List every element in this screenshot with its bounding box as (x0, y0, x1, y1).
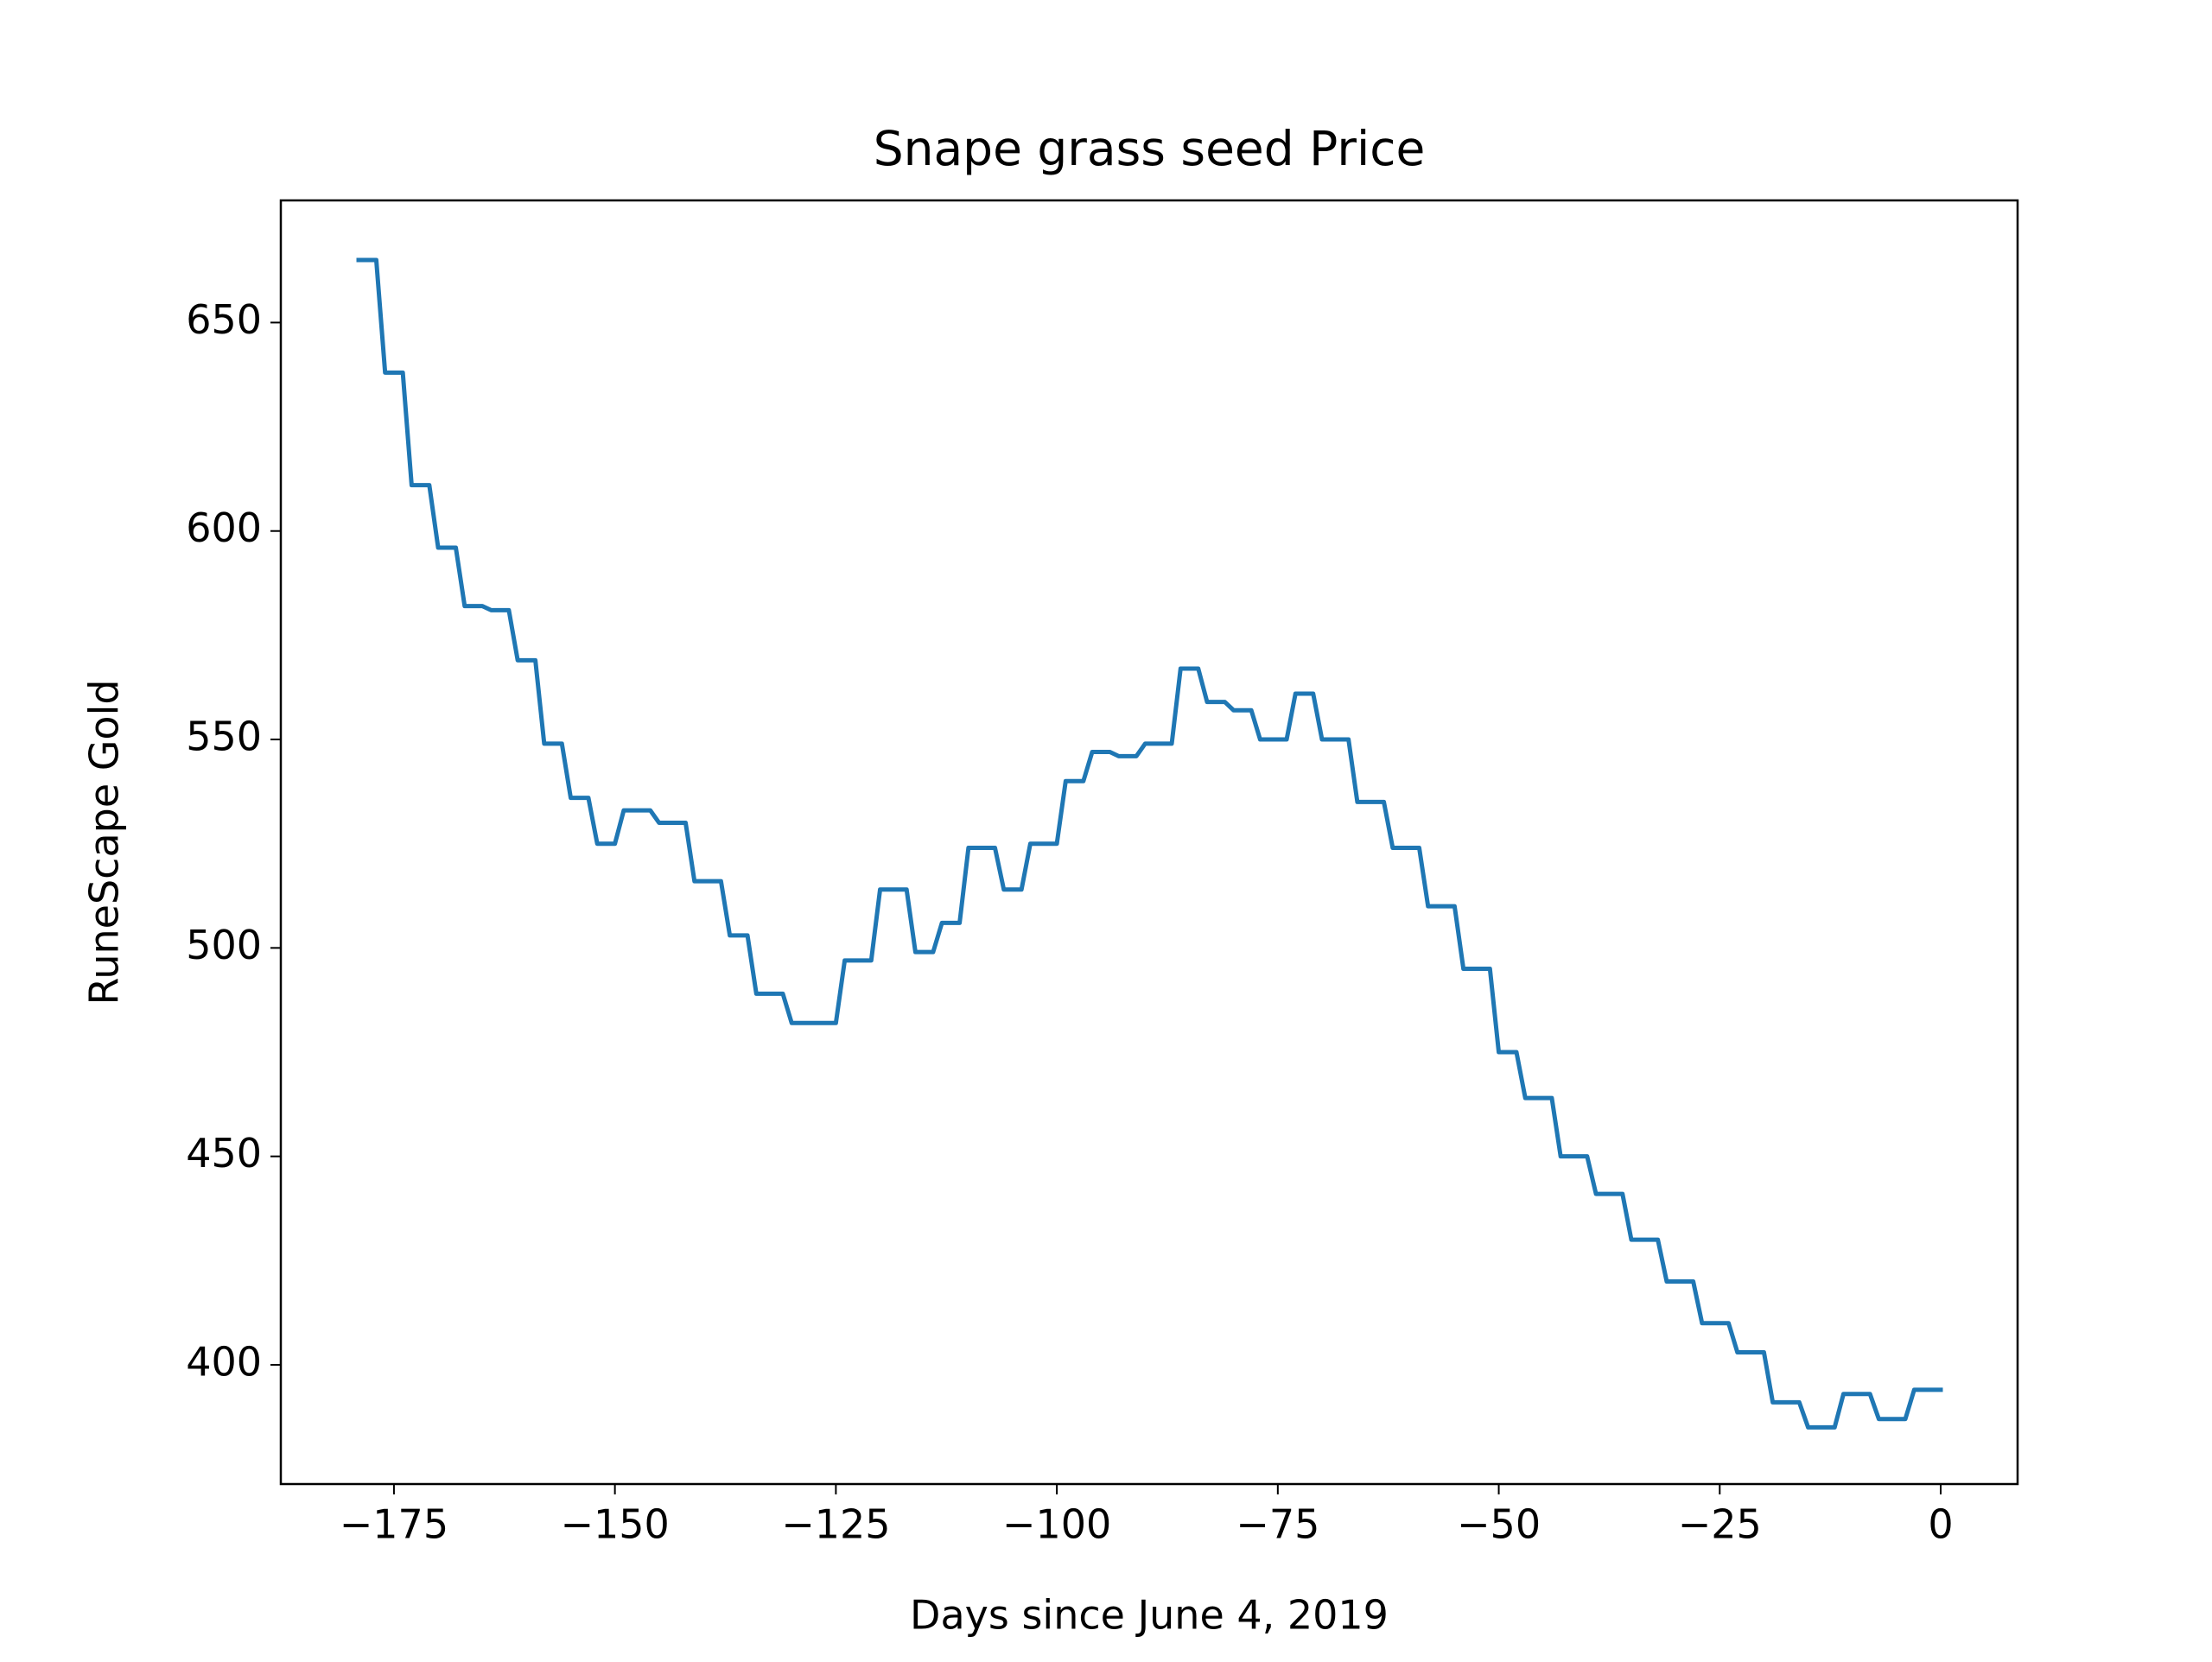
y-tick-label: 400 (186, 1338, 262, 1385)
plot-frame (279, 199, 2019, 1486)
x-axis-label: Days since June 4, 2019 (910, 1592, 1389, 1639)
y-tick-label: 650 (186, 296, 262, 343)
x-tick-label: −100 (1002, 1501, 1111, 1548)
y-tick-label: 500 (186, 922, 262, 968)
x-tick-label: −125 (781, 1501, 890, 1548)
y-tick-label: 450 (186, 1130, 262, 1177)
chart-title: Snape grass seed Price (874, 121, 1426, 176)
x-tick-label: 0 (1928, 1501, 1953, 1548)
x-tick-label: −175 (340, 1501, 448, 1548)
x-tick-label: −75 (1236, 1501, 1319, 1548)
x-tick-label: −150 (560, 1501, 669, 1548)
y-axis-label: RuneScape Gold (81, 679, 128, 1005)
x-tick-label: −25 (1678, 1501, 1762, 1548)
y-tick-label: 550 (186, 714, 262, 760)
price-line (356, 257, 1943, 1430)
y-tick-label: 600 (186, 504, 262, 551)
x-tick-label: −50 (1457, 1501, 1541, 1548)
